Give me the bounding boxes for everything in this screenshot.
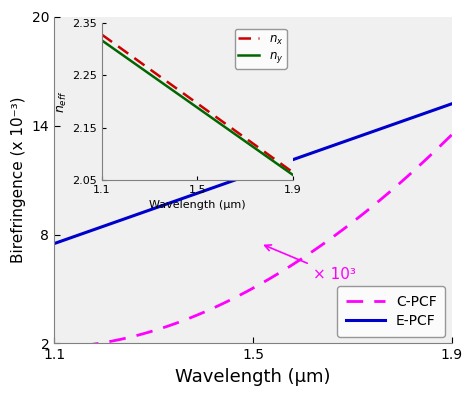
X-axis label: Wavelength (μm): Wavelength (μm) — [175, 368, 331, 386]
Line: C-PCF: C-PCF — [54, 135, 452, 347]
C-PCF — [51, 345, 57, 349]
E-PCF — [51, 241, 57, 246]
Legend: C-PCF, E-PCF: C-PCF, E-PCF — [337, 286, 445, 337]
C-PCF — [295, 259, 301, 264]
C-PCF — [287, 264, 292, 269]
Y-axis label: Birefringence (x 10⁻³): Birefringence (x 10⁻³) — [11, 97, 26, 263]
E-PCF — [449, 101, 455, 106]
E-PCF — [53, 241, 58, 245]
E-PCF — [288, 158, 294, 163]
Line: E-PCF: E-PCF — [54, 104, 452, 244]
C-PCF — [386, 190, 392, 195]
Text: × 10³: × 10³ — [264, 245, 356, 282]
E-PCF — [295, 156, 301, 160]
C-PCF — [412, 168, 418, 172]
C-PCF — [449, 132, 455, 137]
E-PCF — [386, 123, 392, 128]
E-PCF — [412, 114, 418, 119]
C-PCF — [288, 263, 294, 268]
C-PCF — [53, 345, 58, 349]
E-PCF — [287, 158, 292, 163]
